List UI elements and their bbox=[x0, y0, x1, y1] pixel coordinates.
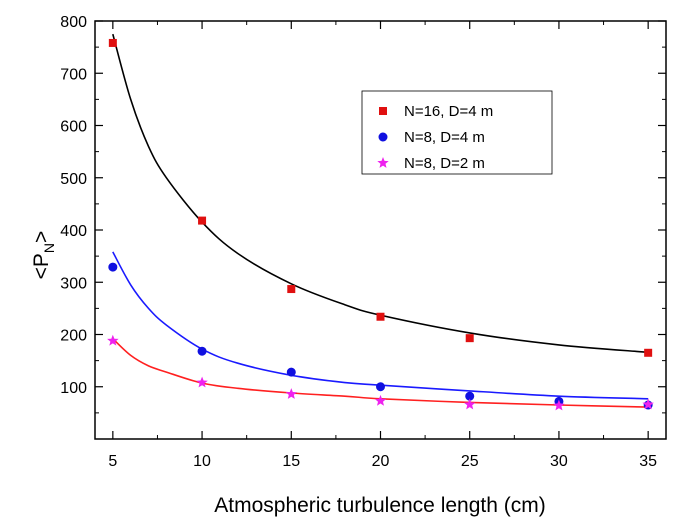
y-tick-label: 800 bbox=[60, 14, 87, 31]
data-point bbox=[196, 376, 208, 388]
x-tick-label: 20 bbox=[372, 453, 390, 470]
x-tick-label: 30 bbox=[550, 453, 568, 470]
x-axis-title: Atmospheric turbulence length (cm) bbox=[214, 494, 545, 517]
y-axis-title: <PN> bbox=[30, 231, 57, 280]
y-tick-label: 200 bbox=[60, 328, 87, 345]
data-point bbox=[644, 348, 653, 357]
data-point bbox=[286, 367, 296, 377]
data-markers bbox=[107, 38, 654, 411]
y-tick-label: 700 bbox=[60, 66, 87, 83]
data-point bbox=[108, 262, 118, 272]
data-point bbox=[374, 394, 387, 406]
data-point bbox=[464, 398, 476, 410]
y-tick-label: 100 bbox=[60, 380, 87, 397]
legend-marker bbox=[379, 107, 387, 115]
legend: N=16, D=4 m N=8, D=4 m N=8, D=2 m bbox=[361, 90, 553, 175]
legend-marker bbox=[378, 132, 388, 142]
x-tick-label: 35 bbox=[639, 453, 657, 470]
data-point bbox=[376, 312, 385, 321]
y-tick-label: 500 bbox=[60, 171, 87, 188]
x-tick-label: 25 bbox=[461, 453, 479, 470]
data-point bbox=[108, 38, 117, 47]
legend-label: N=8, D=2 m bbox=[404, 155, 485, 172]
legend-label: N=8, D=4 m bbox=[404, 129, 485, 146]
fit-curves bbox=[112, 33, 649, 408]
data-point bbox=[465, 334, 474, 343]
fit-curve-3 bbox=[112, 338, 649, 408]
data-point bbox=[107, 334, 119, 346]
data-point bbox=[198, 216, 207, 225]
y-axis-title-close: > bbox=[30, 231, 53, 243]
fit-curve-1 bbox=[112, 33, 649, 354]
data-point bbox=[553, 399, 565, 411]
y-axis-title-subscript: N bbox=[41, 243, 57, 253]
data-point bbox=[285, 388, 297, 399]
x-tick-label: 15 bbox=[282, 453, 300, 470]
data-point bbox=[197, 346, 207, 356]
data-point bbox=[376, 382, 385, 392]
legend-label: N=16, D=4 m bbox=[404, 103, 493, 120]
legend-box bbox=[361, 90, 553, 175]
y-tick-label: 300 bbox=[60, 275, 87, 292]
data-point bbox=[642, 398, 654, 410]
x-tick-label: 10 bbox=[193, 453, 211, 470]
data-point bbox=[287, 285, 296, 294]
svg-text:<PN>: <PN> bbox=[30, 231, 57, 280]
data-point bbox=[465, 391, 475, 401]
y-axis-title-main: <P bbox=[30, 253, 53, 279]
axis-ticks: 5 10 15 20 25 30 35 100 200 300 400 500 600 700 800 bbox=[60, 14, 666, 470]
y-tick-label: 600 bbox=[60, 119, 87, 136]
y-tick-label: 400 bbox=[60, 223, 87, 240]
fit-curve-2 bbox=[112, 251, 649, 400]
x-tick-label: 5 bbox=[108, 453, 117, 470]
legend-marker bbox=[377, 157, 389, 168]
